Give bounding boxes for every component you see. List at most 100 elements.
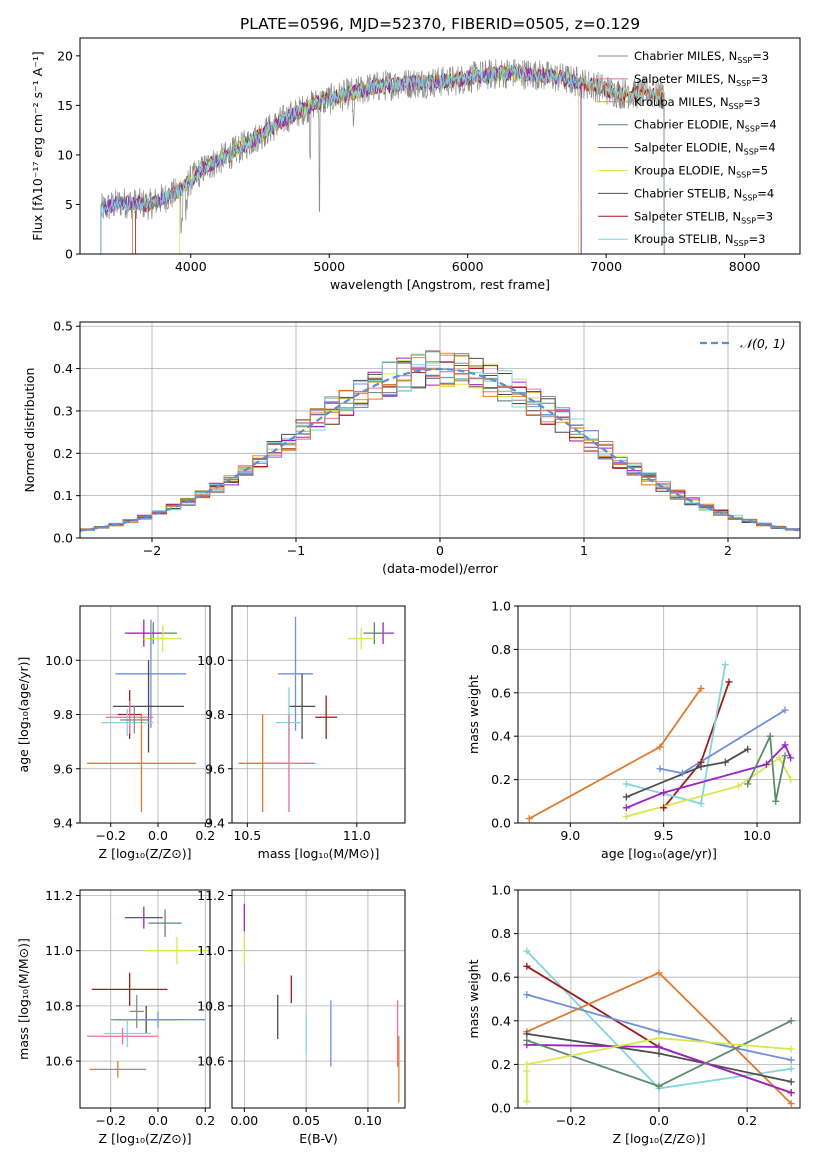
data-point — [622, 780, 630, 788]
x-tick-label: 0.2 — [195, 1113, 215, 1128]
data-point — [87, 1027, 158, 1045]
data-point — [697, 763, 705, 771]
y-axis-label: mass weight — [466, 959, 481, 1038]
data-point — [523, 1097, 531, 1105]
x-tick-label: 9.5 — [654, 828, 674, 843]
data-point — [523, 1067, 531, 1075]
mass-vs-EBV-panel: 0.00 0.05 0.10 10.6 10.8 11.0 11.2 E(B-V) — [197, 888, 406, 1146]
y-tick-label: 9.6 — [53, 761, 73, 776]
data-point — [523, 991, 531, 999]
series-line — [625, 748, 749, 798]
spectrum-marks — [100, 58, 665, 254]
normal-curve — [80, 367, 800, 532]
y-tick-label: 20 — [57, 48, 73, 63]
data-point — [148, 909, 182, 937]
y-tick-label: 0.6 — [491, 970, 511, 985]
data-point — [129, 994, 144, 1028]
y-tick-label: 0.4 — [491, 1013, 511, 1028]
data-point — [523, 1036, 531, 1044]
data-point — [725, 678, 733, 686]
mass-vs-Z-marks — [87, 906, 208, 1078]
legend-label: Chabrier MILES, NSSP=3 — [634, 49, 769, 65]
y-tick-label: 0.8 — [491, 926, 511, 941]
y-tick-label: 10.8 — [197, 998, 225, 1013]
data-point — [363, 622, 386, 644]
x-tick-label: 0.2 — [195, 828, 215, 843]
y-tick-label: 0.8 — [491, 642, 511, 657]
y-tick-label: 10.8 — [45, 998, 73, 1013]
axes-frame — [231, 889, 406, 1109]
y-tick-label: 0.6 — [491, 685, 511, 700]
x-axis-label: mass [log₁₀(M/M⊙)] — [258, 846, 380, 861]
x-tick-label: −0.2 — [96, 828, 126, 843]
data-point — [277, 616, 314, 731]
y-tick-label: 10.6 — [197, 1054, 225, 1069]
data-point — [523, 947, 531, 955]
data-point — [523, 1060, 531, 1068]
x-tick-label: 5000 — [313, 259, 345, 274]
y-tick-label: 10.0 — [197, 653, 225, 668]
legend-label: Salpeter STELIB, NSSP=3 — [634, 209, 773, 225]
y-axis-label: mass [log₁₀(M/M⊙)] — [16, 938, 31, 1060]
y-tick-label: 0.0 — [53, 531, 73, 546]
x-tick-label: −0.2 — [556, 1113, 586, 1128]
y-tick-label: 10 — [57, 147, 73, 162]
y-axis-label: age [log₁₀(age/yr)] — [16, 657, 31, 773]
data-point — [115, 619, 187, 729]
data-point — [655, 969, 663, 977]
model-line — [179, 64, 579, 254]
residual-hist-panel: 𝒩(0, 1) −2 −1 0 1 2 0.0 0.1 0.2 0.3 0.4 0.5 (data-mo… — [22, 319, 801, 576]
x-tick-label: 7000 — [590, 259, 622, 274]
x-tick-label: 0.2 — [737, 1113, 757, 1128]
age-vs-mass-marks — [238, 616, 395, 813]
y-tick-label: 1.0 — [491, 883, 511, 898]
data-point — [622, 804, 630, 812]
y-axis-label: mass weight — [466, 675, 481, 754]
data-point — [655, 1034, 663, 1042]
x-tick-label: 0 — [436, 543, 444, 558]
data-point — [787, 1056, 795, 1064]
histogram-series — [80, 355, 800, 530]
y-tick-label: 0.2 — [491, 772, 511, 787]
data-point — [766, 732, 774, 740]
x-axis-label: Z [log₁₀(Z/Z⊙)] — [99, 1131, 192, 1146]
data-point — [101, 709, 154, 737]
data-point — [262, 714, 316, 813]
data-point — [103, 1019, 151, 1048]
y-tick-label: 9.4 — [205, 816, 225, 831]
data-point — [775, 754, 783, 762]
data-point — [656, 765, 664, 773]
data-point — [89, 1061, 147, 1078]
y-axis-label: Flux [fλ10⁻¹⁷ erg cm⁻² s⁻¹ A⁻¹] — [30, 51, 45, 240]
x-tick-label: 1 — [580, 543, 588, 558]
y-tick-label: 9.4 — [53, 816, 73, 831]
data-point — [781, 706, 789, 714]
data-point — [762, 760, 770, 768]
data-point — [106, 700, 154, 734]
legend: Chabrier MILES, NSSP=3 Salpeter MILES, NS… — [598, 49, 777, 248]
data-point — [697, 684, 705, 692]
x-axis-label: wavelength [Angstrom, rest frame] — [330, 277, 550, 292]
x-axis-label: (data-model)/error — [382, 561, 499, 576]
histogram-series — [80, 353, 800, 531]
y-tick-label: 0.3 — [53, 403, 73, 418]
axes-frame — [79, 889, 211, 1109]
y-tick-label: 0.1 — [53, 488, 73, 503]
y-tick-label: 10.6 — [45, 1054, 73, 1069]
residual-hist-marks — [80, 350, 800, 532]
series-line — [746, 732, 786, 802]
x-axis-label: Z [log₁₀(Z/Z⊙)] — [99, 846, 192, 861]
data-point — [660, 804, 668, 812]
y-tick-label: 9.8 — [205, 707, 225, 722]
legend-label: 𝒩(0, 1) — [740, 336, 786, 351]
data-point — [622, 812, 630, 820]
data-point — [655, 1028, 663, 1036]
figure-title: PLATE=0596, MJD=52370, FIBERID=0505, z=0… — [240, 15, 640, 33]
y-tick-label: 9.8 — [53, 707, 73, 722]
y-tick-label: 0 — [65, 247, 73, 262]
axes-frame — [517, 605, 801, 824]
series-line — [528, 687, 702, 820]
x-tick-label: −2 — [143, 543, 161, 558]
x-tick-label: 11.0 — [343, 828, 371, 843]
